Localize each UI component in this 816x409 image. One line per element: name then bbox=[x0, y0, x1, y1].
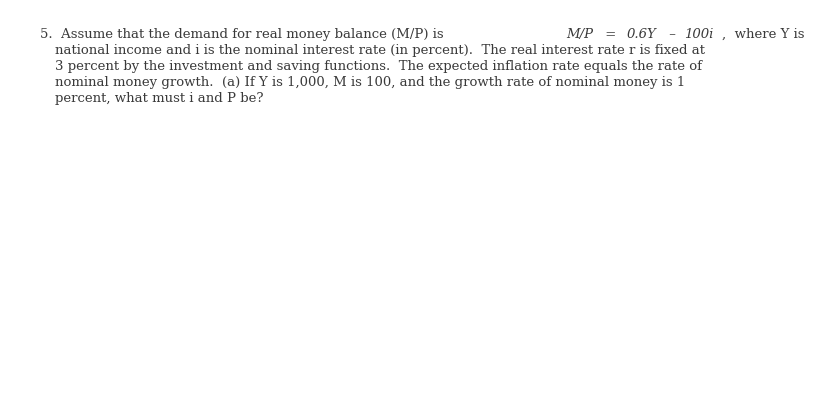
Text: –: – bbox=[665, 28, 680, 41]
Text: national income and i is the nominal interest rate (in percent).  The real inter: national income and i is the nominal int… bbox=[55, 44, 705, 57]
Text: 100i: 100i bbox=[684, 28, 713, 41]
Text: 0.6Y: 0.6Y bbox=[627, 28, 656, 41]
Text: ,  where Y is: , where Y is bbox=[722, 28, 805, 41]
Text: nominal money growth.  (a) If Y is 1,000, M is 100, and the growth rate of nomin: nominal money growth. (a) If Y is 1,000,… bbox=[55, 76, 685, 89]
Text: 5.  Assume that the demand for real money balance (M/P) is: 5. Assume that the demand for real money… bbox=[40, 28, 448, 41]
Text: 3 percent by the investment and saving functions.  The expected inflation rate e: 3 percent by the investment and saving f… bbox=[55, 60, 702, 73]
Text: =: = bbox=[601, 28, 621, 41]
Text: percent, what must i and P be?: percent, what must i and P be? bbox=[55, 92, 264, 105]
Text: M/P: M/P bbox=[566, 28, 593, 41]
